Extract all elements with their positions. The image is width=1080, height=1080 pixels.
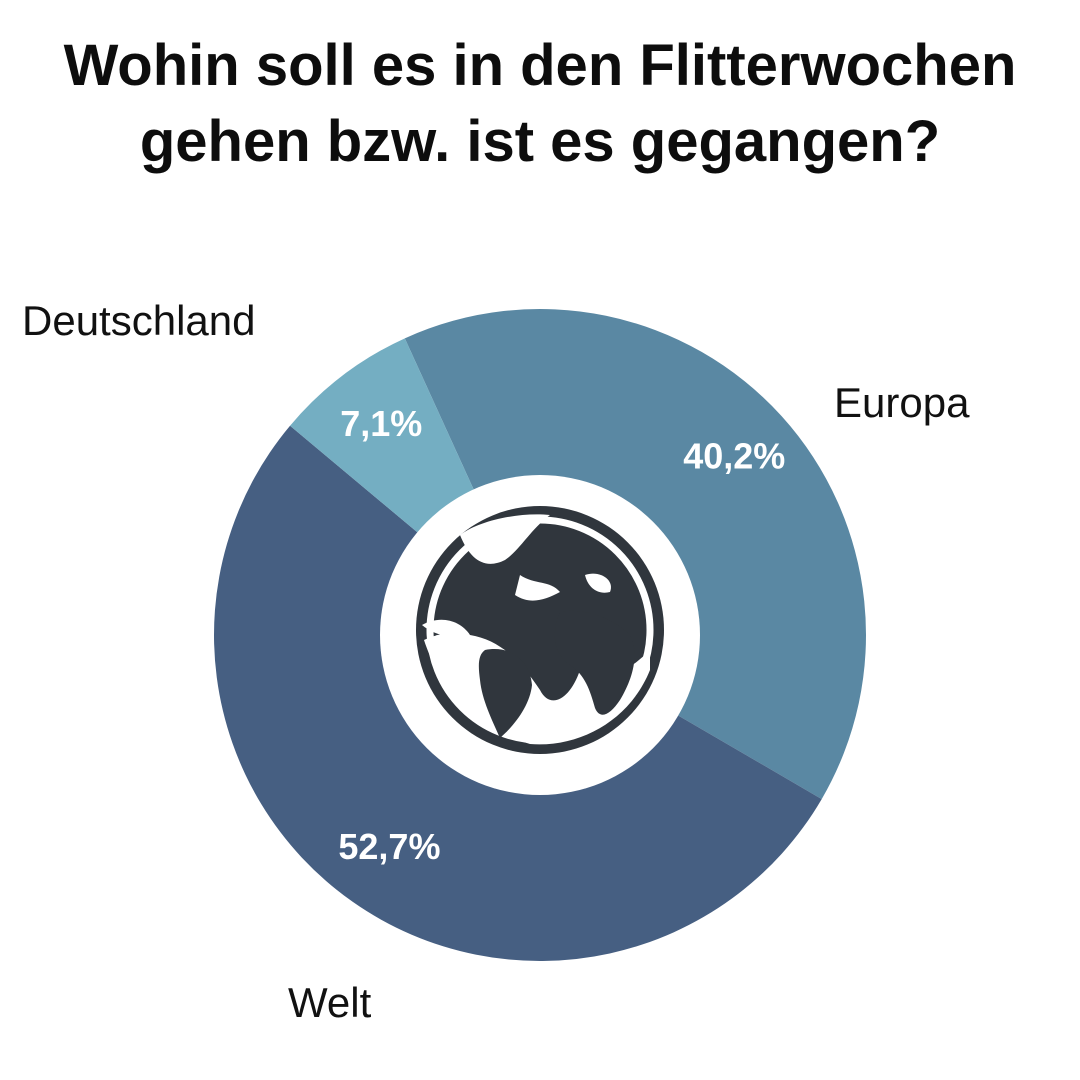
category-label-europa: Europa (834, 379, 970, 426)
data-label-europa: 40,2% (683, 436, 785, 477)
data-label-welt: 52,7% (338, 826, 440, 867)
data-label-deutschland: 7,1% (340, 403, 422, 444)
chart-title-line-2: gehen bzw. ist es gegangen? (139, 109, 941, 174)
category-label-welt: Welt (288, 979, 372, 1026)
chart-title: Wohin soll es in den Flitterwochen gehen… (0, 28, 1080, 180)
chart-title-line-1: Wohin soll es in den Flitterwochen (63, 33, 1017, 98)
category-label-deutschland: Deutschland (22, 297, 256, 344)
globe-icon (416, 506, 664, 754)
